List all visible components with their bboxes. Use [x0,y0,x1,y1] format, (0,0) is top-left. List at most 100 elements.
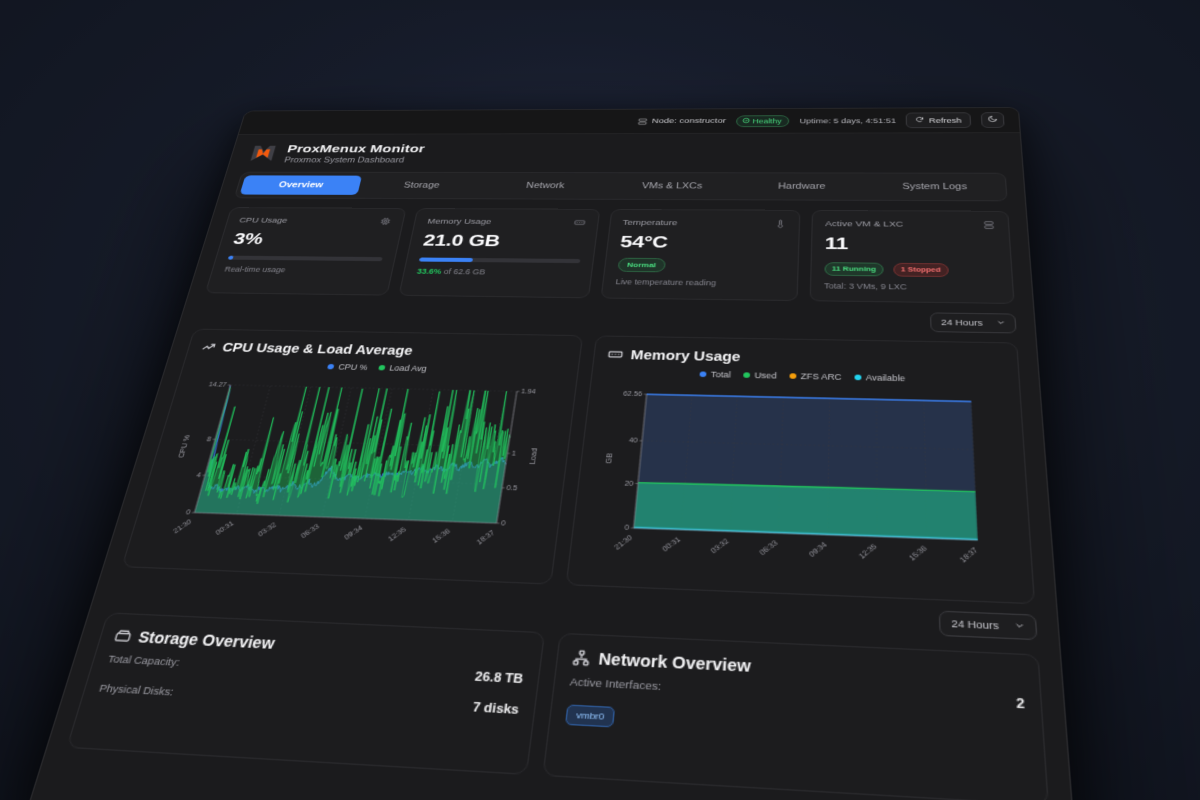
temperature-caption: Live temperature reading [615,277,717,288]
temperature-card: Temperature 54°C Normal Live temperature… [600,209,801,301]
tab-network[interactable]: Network [525,181,566,191]
cpu-usage-caption: Real-time usage [223,265,287,274]
page-subtitle: Proxmox System Dashboard [283,156,405,165]
memory-usage-card: Memory Usage 21.0 GB 33.6% of 62.6 GB [398,208,600,298]
legend-item-zfs-arc: ZFS ARC [789,371,842,381]
memory-usage-value: 21.0 GB [421,231,502,251]
storage-overview-panel: Storage Overview Total Capacity: 26.8 TB… [66,611,546,775]
svg-text:09:34: 09:34 [344,524,365,541]
svg-text:12:35: 12:35 [387,525,408,542]
cpu-usage-bar [227,255,383,262]
node-indicator: Node: constructor [637,117,726,125]
legend-item-available: Available [854,372,905,383]
time-range-value-1: 24 Hours [940,317,983,328]
app-window: Node: constructor Healthy Uptime: 5 days… [26,107,1079,800]
tab-storage[interactable]: Storage [402,180,441,190]
cpu-usage-label: CPU Usage [238,216,289,225]
proxmenux-logo-icon [246,143,280,164]
svg-text:03:32: 03:32 [257,521,278,538]
svg-text:14.27: 14.27 [208,382,228,389]
svg-text:06:33: 06:33 [759,539,780,557]
memory-chart-title: Memory Usage [630,347,741,364]
uptime-label: Uptime: 5 days, 4:51:51 [799,116,897,125]
legend-item-used: Used [743,370,777,380]
svg-text:21:30: 21:30 [173,518,194,535]
page-title: ProxMenux Monitor [285,142,426,156]
tab-hardware[interactable]: Hardware [777,181,826,192]
active-vm-lxc-card: Active VM & LXC 11 11 Running 1 Stopped … [809,209,1015,304]
svg-text:1.94: 1.94 [521,388,537,395]
storage-total-capacity-value: 26.8 TB [474,669,525,687]
server-icon [637,118,648,125]
server-stack-icon [983,221,996,230]
memory-usage-caption: 33.6% of 62.6 GB [416,267,578,277]
time-range-value-2: 24 Hours [951,617,1000,631]
temperature-status-badge: Normal [616,257,667,273]
memory-percent: 33.6% [416,267,443,276]
storage-physical-disks-value: 7 disks [471,700,520,717]
cpu-usage-card: CPU Usage 3% Real-time usage [205,207,407,296]
svg-text:Load: Load [529,448,540,464]
cpu-chart-header: CPU Usage & Load Average [200,339,568,360]
chevron-down-icon [996,318,1006,327]
network-overview-panel: Network Overview Active Interfaces: 2 vm… [542,632,1049,800]
memory-chart-panel: Memory Usage Total Used ZFS ARC Availabl… [565,335,1036,604]
check-circle-icon [742,117,750,124]
network-interface-chip[interactable]: vmbr0 [565,703,616,727]
time-range-select-1[interactable]: 24 Hours [930,312,1017,333]
stat-card-grid: CPU Usage 3% Real-time usage [189,207,1033,304]
svg-text:03:32: 03:32 [710,537,731,555]
svg-text:21:30: 21:30 [613,533,634,551]
top-status-bar: Node: constructor Healthy Uptime: 5 days… [238,107,1020,135]
svg-text:18:37: 18:37 [476,529,497,546]
trending-up-icon [200,340,218,352]
refresh-icon [915,116,924,124]
svg-text:4: 4 [196,472,202,479]
legend-item-load: Load Avg [378,363,428,373]
legend-label-used: Used [754,370,778,380]
refresh-label: Refresh [928,116,962,124]
legend-dot-total [699,370,707,377]
active-vm-lxc-value: 11 [824,234,849,254]
legend-item-cpu: CPU % [327,361,369,372]
moon-icon [987,115,998,125]
legend-label-total: Total [710,369,732,379]
svg-text:06:33: 06:33 [300,522,321,539]
cpu-chart-panel: CPU Usage & Load Average CPU % Load Avg … [121,328,584,585]
cpu-chart-title: CPU Usage & Load Average [220,339,415,358]
svg-text:00:31: 00:31 [661,535,682,553]
legend-item-total: Total [699,369,731,379]
svg-text:0: 0 [624,524,630,532]
tab-overview[interactable]: Overview [239,175,363,195]
svg-text:20: 20 [624,480,634,488]
memory-chart-plot[interactable]: 0 20 40 62.56 21:30 00:31 03:32 06:33 09:34 12:35… [583,380,1018,591]
tab-system-logs[interactable]: System Logs [902,181,968,192]
memory-stick-icon [573,218,585,227]
refresh-button[interactable]: Refresh [906,112,972,129]
legend-label-cpu: CPU % [337,361,369,372]
active-vm-lxc-label: Active VM & LXC [825,219,904,230]
network-active-interfaces-value: 2 [1015,696,1025,712]
svg-text:09:34: 09:34 [808,540,829,558]
svg-text:CPU %: CPU % [177,434,192,458]
svg-text:00:31: 00:31 [215,519,236,536]
tab-vms-lxcs[interactable]: VMs & LXCs [641,181,703,191]
svg-text:15:36: 15:36 [431,527,452,544]
storage-physical-disks-label: Physical Disks: [97,681,176,699]
temperature-label: Temperature [622,218,678,228]
memory-chart-header: Memory Usage [607,347,1004,369]
status-badge: Healthy [735,114,790,127]
time-range-select-2[interactable]: 24 Hours [939,610,1038,640]
memory-usage-label: Memory Usage [426,217,493,227]
svg-text:0: 0 [500,520,506,528]
stopped-badge: 1 Stopped [892,262,949,277]
legend-dot-used [743,371,751,378]
storage-total-capacity-label: Total Capacity: [106,652,182,669]
network-icon [572,649,591,666]
svg-text:0.5: 0.5 [506,485,518,493]
active-vm-lxc-caption: Total: 3 VMs, 9 LXC [823,281,907,291]
svg-text:8: 8 [206,436,212,443]
theme-toggle-button[interactable] [980,112,1005,128]
cpu-chart-plot[interactable]: 0 4 8 14.27 0 0.5 1 1.94 21:30 00:31 03:32 06:33 09:… [139,371,563,571]
